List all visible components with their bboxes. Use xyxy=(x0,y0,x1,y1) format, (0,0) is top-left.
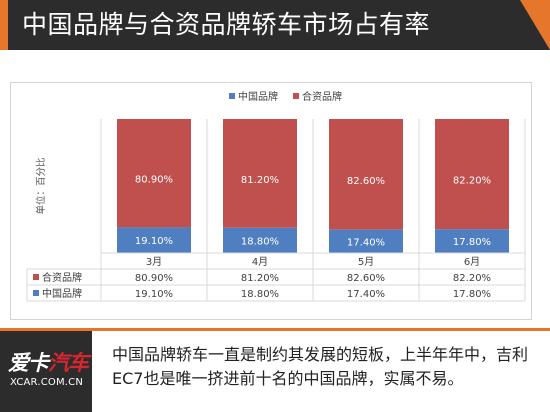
category-label-2: 4月 xyxy=(252,256,268,268)
table-cell-jv-2: 81.20% xyxy=(241,273,279,284)
legend-label-jv: 合资品牌 xyxy=(302,90,342,103)
table-cell-jv-1: 80.90% xyxy=(135,273,173,284)
table-cell-china-3: 17.40% xyxy=(347,289,385,300)
category-label-3: 5月 xyxy=(358,256,374,268)
bar-jv-4 xyxy=(435,119,509,230)
legend-label-china: 中国品牌 xyxy=(238,90,278,103)
table-cell-jv-4: 82.20% xyxy=(453,273,491,284)
bar-jv-3 xyxy=(329,119,403,230)
category-label-1: 3月 xyxy=(146,256,162,268)
data-label-jv-4: 82.20% xyxy=(453,176,491,187)
xcar-logo: 爱卡汽车 XCAR.COM.CN xyxy=(0,331,92,412)
data-label-jv-1: 80.90% xyxy=(135,175,173,186)
logo-domain: XCAR.COM.CN xyxy=(10,377,84,388)
data-label-china-4: 17.80% xyxy=(453,237,491,248)
data-label-china-1: 19.10% xyxy=(135,236,173,247)
logo-text-red: 汽车 xyxy=(48,351,89,375)
chart-frame: 中国品牌 合资品牌 单位：百分比 80.90% 19.10% 81.20% 18.80% 82… xyxy=(10,82,532,320)
table-cell-china-2: 18.80% xyxy=(241,289,279,300)
page-title: 中国品牌与合资品牌轿车市场占有率 xyxy=(22,10,431,39)
bar-china-3 xyxy=(329,229,403,253)
y-axis-label: 单位：百分比 xyxy=(35,157,47,214)
table-cell-jv-3: 82.60% xyxy=(347,273,385,284)
data-label-china-3: 17.40% xyxy=(347,237,385,248)
data-label-jv-3: 82.60% xyxy=(347,176,385,187)
title-corner-decoration xyxy=(520,0,550,50)
bar-china-1 xyxy=(117,227,191,253)
data-label-jv-2: 81.20% xyxy=(241,175,279,186)
legend-swatch-china xyxy=(229,93,235,99)
table-swatch-jv xyxy=(33,274,39,280)
bar-jv-2 xyxy=(223,119,297,228)
data-label-china-2: 18.80% xyxy=(241,236,279,247)
table-series-name-jv: 合资品牌 xyxy=(42,271,82,284)
title-bar: 中国品牌与合资品牌轿车市场占有率 xyxy=(0,0,550,50)
table-cell-china-4: 17.80% xyxy=(453,289,491,300)
bar-jv-1 xyxy=(117,119,191,228)
table-series-name-china: 中国品牌 xyxy=(42,287,82,300)
logo-text-white: 爱卡 xyxy=(8,351,49,375)
logo-wordmark: 爱卡汽车 xyxy=(8,351,89,375)
bar-china-4 xyxy=(435,229,509,253)
bar-china-2 xyxy=(223,227,297,253)
title-accent-stripe xyxy=(0,0,8,50)
legend-swatch-jv xyxy=(293,93,299,99)
table-cell-china-1: 19.10% xyxy=(135,289,173,300)
table-swatch-china xyxy=(33,290,39,296)
caption-text: 中国品牌轿车一直是制约其发展的短板，上半年年中，吉利EC7也是唯一挤进前十名的中… xyxy=(112,345,529,388)
category-label-4: 6月 xyxy=(464,256,480,268)
